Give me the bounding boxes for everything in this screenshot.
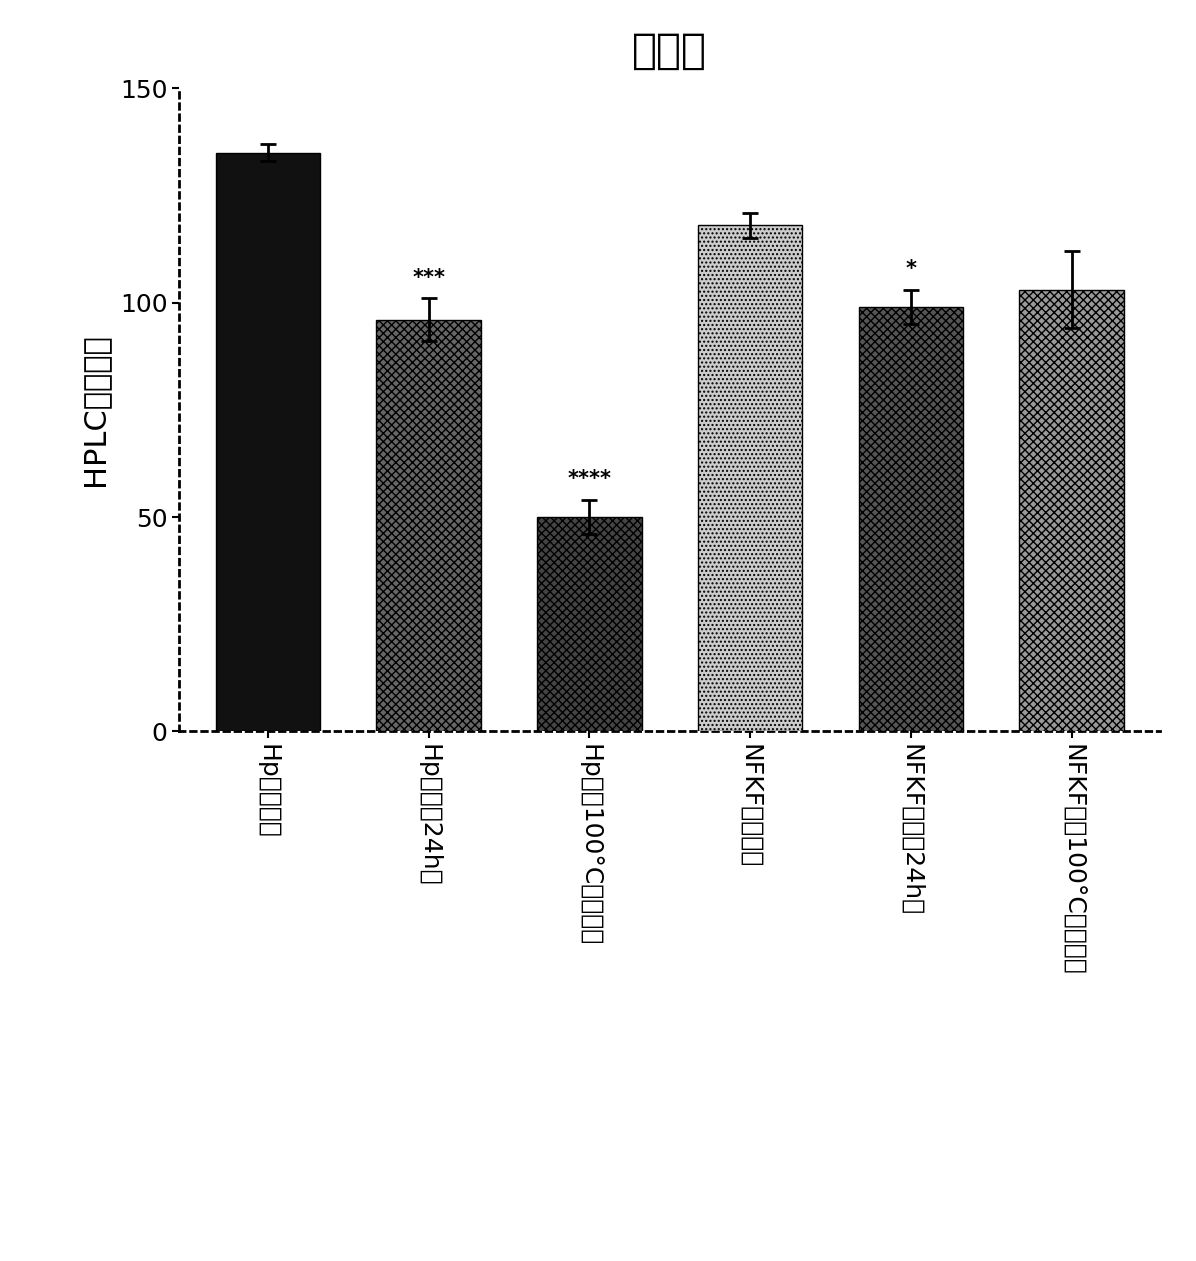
Bar [1019,290,1124,731]
Text: *: * [905,259,916,279]
Text: ****: **** [567,469,611,489]
Text: Hp（对照）: Hp（对照） [256,744,280,839]
Text: Hp（冷冻24h）: Hp（冷冻24h） [416,744,440,886]
Title: 稳定性: 稳定性 [633,30,707,72]
Bar [698,226,803,731]
Bar [859,306,963,731]
Text: NFKF（冷冻24h）: NFKF（冷冻24h） [899,744,923,915]
Y-axis label: HPLC峰的面积: HPLC峰的面积 [80,333,109,487]
Text: ***: *** [413,267,445,288]
Text: NFKF（在100°C下加热）: NFKF（在100°C下加热） [1060,744,1084,976]
Bar [377,320,481,731]
Bar [537,517,641,731]
Text: Hp（在100°C下加热）: Hp（在100°C下加热） [578,744,602,946]
Bar [215,153,321,731]
Text: NFKF（对照）: NFKF（对照） [738,744,762,869]
